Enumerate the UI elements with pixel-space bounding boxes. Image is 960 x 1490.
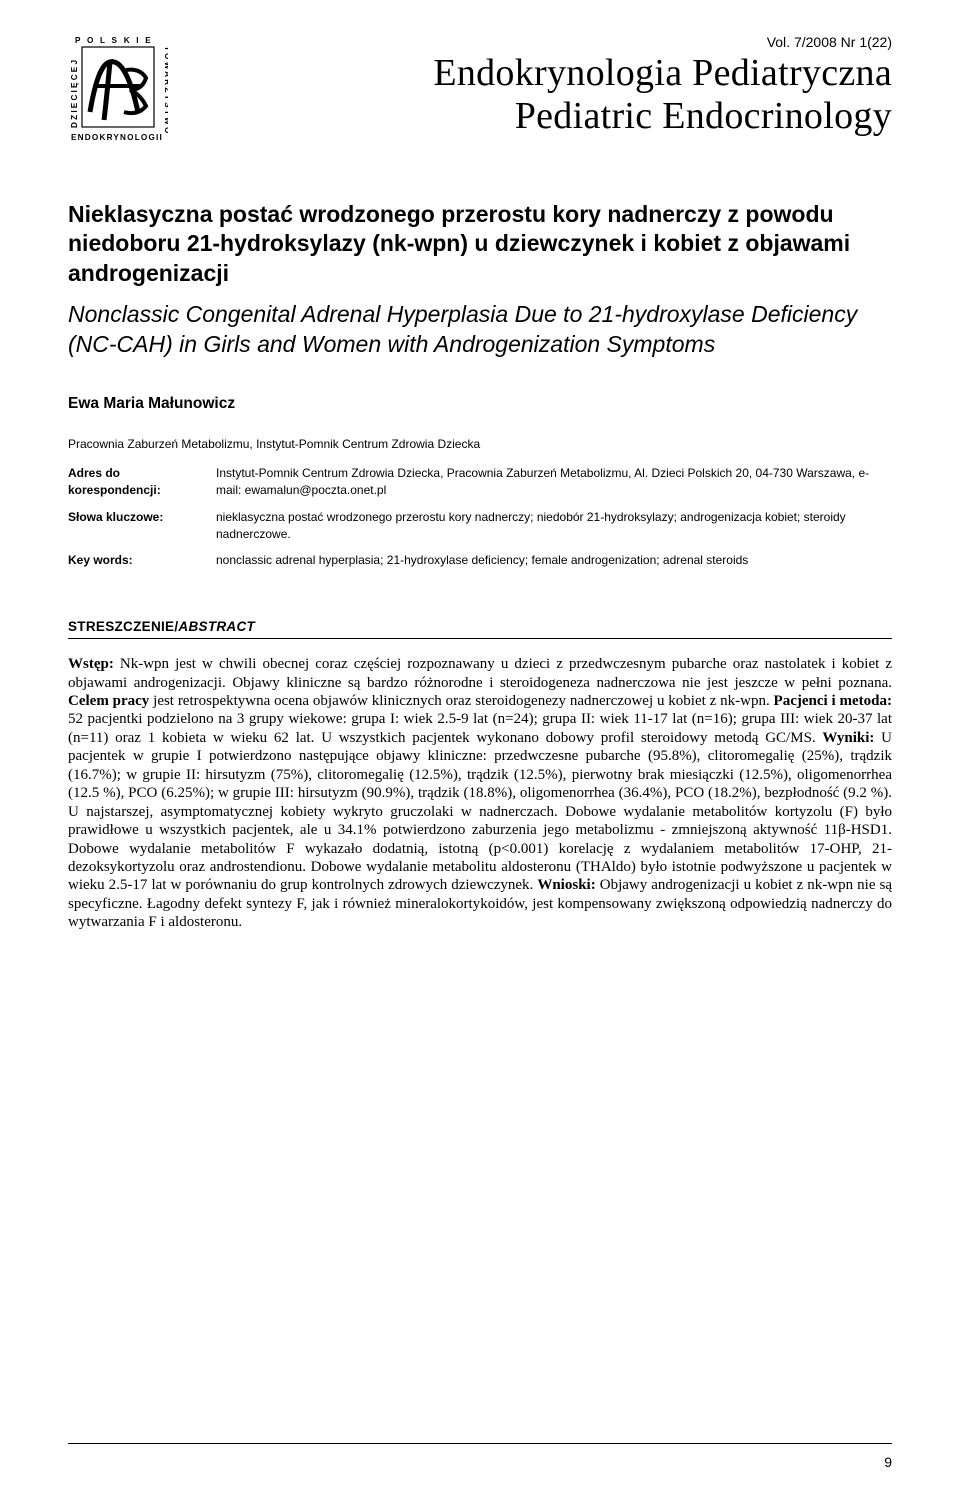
journal-title-block: Vol. 7/2008 Nr 1(22) Endokrynologia Pedi… (184, 34, 892, 137)
correspondence-row: Adres do korespondencji: Instytut-Pomnik… (68, 465, 892, 499)
header-row: P O L S K I E DZIECIĘCEJ TOWARZYSTWO END… (68, 34, 892, 144)
abstract-body: Wstęp: Nk-wpn jest w chwili obecnej cora… (68, 655, 892, 932)
author-name: Ewa Maria Małunowicz (68, 395, 892, 413)
abstract-heading-a: STRESZCZENIE/ (68, 619, 178, 634)
society-logo: P O L S K I E DZIECIĘCEJ TOWARZYSTWO END… (68, 34, 168, 144)
article-title-en: Nonclassic Congenital Adrenal Hyperplasi… (68, 300, 892, 359)
abs-t2: jest retrospektywna ocena objawów klinic… (149, 693, 773, 709)
page-number: 9 (884, 1454, 892, 1470)
svg-text:P O L S K I E: P O L S K I E (75, 36, 153, 45)
keywords-en-row: Key words: nonclassic adrenal hyperplasi… (68, 552, 892, 569)
metadata-block: Adres do korespondencji: Instytut-Pomnik… (68, 465, 892, 569)
volume-line: Vol. 7/2008 Nr 1(22) (184, 34, 892, 50)
correspondence-label: Adres do korespondencji: (68, 465, 216, 499)
abs-t3: 52 pacjentki podzielono na 3 grupy wieko… (68, 711, 892, 745)
abs-t4: U pacjentek w grupie I potwierdzono nast… (68, 730, 892, 894)
abs-b-pac: Pacjenci i metoda: (774, 693, 892, 709)
svg-text:ENDOKRYNOLOGII: ENDOKRYNOLOGII (71, 133, 163, 142)
abstract-heading-b: ABSTRACT (178, 619, 255, 634)
abstract-heading: STRESZCZENIE/ABSTRACT (68, 619, 892, 634)
abs-b-wstep: Wstęp: (68, 656, 114, 672)
article-titles: Nieklasyczna postać wrodzonego przerostu… (68, 200, 892, 359)
abs-b-wyn: Wyniki: (822, 730, 874, 746)
abstract-rule (68, 638, 892, 639)
article-title-pl: Nieklasyczna postać wrodzonego przerostu… (68, 200, 892, 288)
keywords-en-value: nonclassic adrenal hyperplasia; 21-hydro… (216, 552, 892, 569)
journal-title: Endokrynologia Pediatryczna Pediatric En… (184, 52, 892, 137)
correspondence-value: Instytut-Pomnik Centrum Zdrowia Dziecka,… (216, 465, 892, 499)
abs-b-cel: Celem pracy (68, 693, 149, 709)
keywords-pl-label: Słowa kluczowe: (68, 509, 216, 543)
affiliation: Pracownia Zaburzeń Metabolizmu, Instytut… (68, 437, 892, 451)
abs-t1: Nk-wpn jest w chwili obecnej coraz częśc… (68, 656, 892, 690)
footer-rule (68, 1443, 892, 1444)
journal-title-en: Pediatric Endocrinology (515, 95, 892, 137)
svg-text:DZIECIĘCEJ: DZIECIĘCEJ (70, 58, 79, 128)
abs-b-wn: Wnioski: (537, 877, 595, 893)
svg-text:TOWARZYSTWO: TOWARZYSTWO (163, 46, 168, 136)
keywords-pl-row: Słowa kluczowe: nieklasyczna postać wrod… (68, 509, 892, 543)
keywords-en-label: Key words: (68, 552, 216, 569)
keywords-pl-value: nieklasyczna postać wrodzonego przerostu… (216, 509, 892, 543)
journal-title-pl: Endokrynologia Pediatryczna (433, 52, 892, 94)
